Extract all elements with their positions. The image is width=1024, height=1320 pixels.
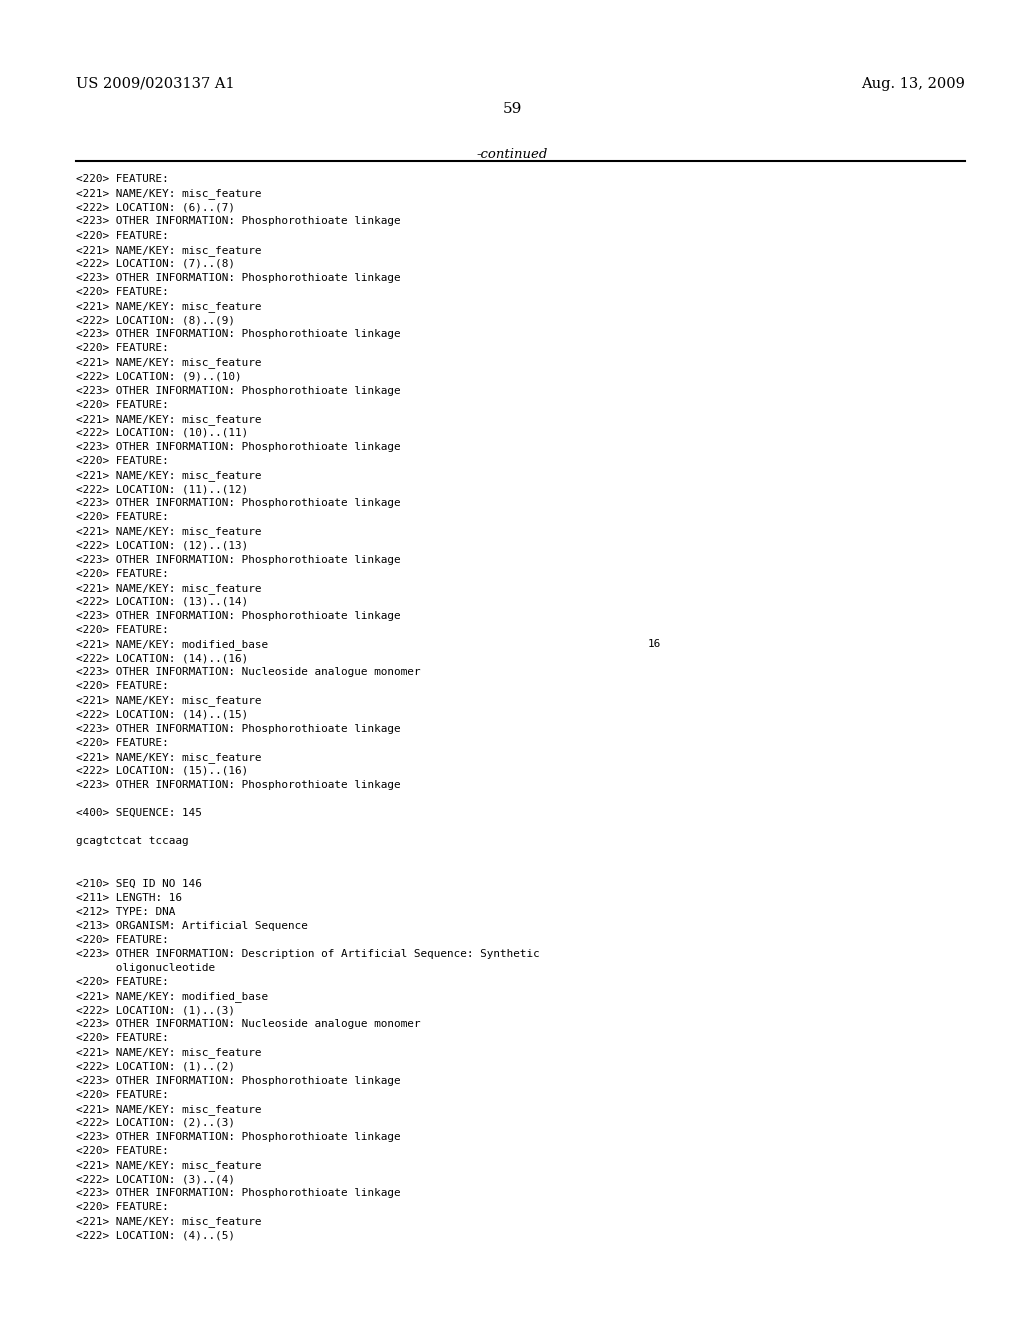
Text: <222> LOCATION: (14)..(16): <222> LOCATION: (14)..(16): [76, 653, 248, 663]
Text: <220> FEATURE:: <220> FEATURE:: [76, 1146, 169, 1156]
Text: <223> OTHER INFORMATION: Nucleoside analogue monomer: <223> OTHER INFORMATION: Nucleoside anal…: [76, 667, 421, 677]
Text: <221> NAME/KEY: misc_feature: <221> NAME/KEY: misc_feature: [76, 582, 261, 594]
Text: <221> NAME/KEY: misc_feature: <221> NAME/KEY: misc_feature: [76, 696, 261, 706]
Text: <222> LOCATION: (12)..(13): <222> LOCATION: (12)..(13): [76, 540, 248, 550]
Text: <220> FEATURE:: <220> FEATURE:: [76, 1203, 169, 1212]
Text: <220> FEATURE:: <220> FEATURE:: [76, 977, 169, 987]
Text: <220> FEATURE:: <220> FEATURE:: [76, 286, 169, 297]
Text: <221> NAME/KEY: misc_feature: <221> NAME/KEY: misc_feature: [76, 527, 261, 537]
Text: <211> LENGTH: 16: <211> LENGTH: 16: [76, 892, 182, 903]
Text: <222> LOCATION: (11)..(12): <222> LOCATION: (11)..(12): [76, 484, 248, 494]
Text: <220> FEATURE:: <220> FEATURE:: [76, 1034, 169, 1043]
Text: <221> NAME/KEY: misc_feature: <221> NAME/KEY: misc_feature: [76, 1217, 261, 1228]
Text: gcagtctcat tccaag: gcagtctcat tccaag: [76, 836, 188, 846]
Text: US 2009/0203137 A1: US 2009/0203137 A1: [76, 77, 234, 91]
Text: <222> LOCATION: (7)..(8): <222> LOCATION: (7)..(8): [76, 259, 234, 269]
Text: <221> NAME/KEY: misc_feature: <221> NAME/KEY: misc_feature: [76, 189, 261, 199]
Text: <223> OTHER INFORMATION: Phosphorothioate linkage: <223> OTHER INFORMATION: Phosphorothioat…: [76, 780, 400, 789]
Text: <221> NAME/KEY: modified_base: <221> NAME/KEY: modified_base: [76, 991, 268, 1002]
Text: <222> LOCATION: (15)..(16): <222> LOCATION: (15)..(16): [76, 766, 248, 776]
Text: <221> NAME/KEY: modified_base: <221> NAME/KEY: modified_base: [76, 639, 268, 649]
Text: <220> FEATURE:: <220> FEATURE:: [76, 400, 169, 409]
Text: <222> LOCATION: (2)..(3): <222> LOCATION: (2)..(3): [76, 1118, 234, 1127]
Text: <220> FEATURE:: <220> FEATURE:: [76, 512, 169, 523]
Text: <220> FEATURE:: <220> FEATURE:: [76, 343, 169, 354]
Text: <223> OTHER INFORMATION: Phosphorothioate linkage: <223> OTHER INFORMATION: Phosphorothioat…: [76, 273, 400, 282]
Text: <220> FEATURE:: <220> FEATURE:: [76, 1090, 169, 1100]
Text: <223> OTHER INFORMATION: Phosphorothioate linkage: <223> OTHER INFORMATION: Phosphorothioat…: [76, 611, 400, 620]
Text: <222> LOCATION: (13)..(14): <222> LOCATION: (13)..(14): [76, 597, 248, 607]
Text: <220> FEATURE:: <220> FEATURE:: [76, 569, 169, 578]
Text: <222> LOCATION: (9)..(10): <222> LOCATION: (9)..(10): [76, 371, 242, 381]
Text: <220> FEATURE:: <220> FEATURE:: [76, 174, 169, 185]
Text: <222> LOCATION: (6)..(7): <222> LOCATION: (6)..(7): [76, 202, 234, 213]
Text: oligonucleotide: oligonucleotide: [76, 964, 215, 973]
Text: <223> OTHER INFORMATION: Phosphorothioate linkage: <223> OTHER INFORMATION: Phosphorothioat…: [76, 723, 400, 734]
Text: 16: 16: [647, 639, 660, 649]
Text: <223> OTHER INFORMATION: Nucleoside analogue monomer: <223> OTHER INFORMATION: Nucleoside anal…: [76, 1019, 421, 1030]
Text: <221> NAME/KEY: misc_feature: <221> NAME/KEY: misc_feature: [76, 413, 261, 425]
Text: <222> LOCATION: (14)..(15): <222> LOCATION: (14)..(15): [76, 709, 248, 719]
Text: <223> OTHER INFORMATION: Phosphorothioate linkage: <223> OTHER INFORMATION: Phosphorothioat…: [76, 554, 400, 565]
Text: 59: 59: [503, 102, 521, 116]
Text: <222> LOCATION: (1)..(2): <222> LOCATION: (1)..(2): [76, 1061, 234, 1072]
Text: <210> SEQ ID NO 146: <210> SEQ ID NO 146: [76, 879, 202, 888]
Text: <223> OTHER INFORMATION: Phosphorothioate linkage: <223> OTHER INFORMATION: Phosphorothioat…: [76, 498, 400, 508]
Text: <221> NAME/KEY: misc_feature: <221> NAME/KEY: misc_feature: [76, 751, 261, 763]
Text: <223> OTHER INFORMATION: Phosphorothioate linkage: <223> OTHER INFORMATION: Phosphorothioat…: [76, 216, 400, 227]
Text: <220> FEATURE:: <220> FEATURE:: [76, 231, 169, 240]
Text: <223> OTHER INFORMATION: Description of Artificial Sequence: Synthetic: <223> OTHER INFORMATION: Description of …: [76, 949, 540, 958]
Text: <221> NAME/KEY: misc_feature: <221> NAME/KEY: misc_feature: [76, 470, 261, 480]
Text: <220> FEATURE:: <220> FEATURE:: [76, 455, 169, 466]
Text: <222> LOCATION: (8)..(9): <222> LOCATION: (8)..(9): [76, 315, 234, 325]
Text: <223> OTHER INFORMATION: Phosphorothioate linkage: <223> OTHER INFORMATION: Phosphorothioat…: [76, 1076, 400, 1085]
Text: <223> OTHER INFORMATION: Phosphorothioate linkage: <223> OTHER INFORMATION: Phosphorothioat…: [76, 329, 400, 339]
Text: <222> LOCATION: (3)..(4): <222> LOCATION: (3)..(4): [76, 1175, 234, 1184]
Text: <223> OTHER INFORMATION: Phosphorothioate linkage: <223> OTHER INFORMATION: Phosphorothioat…: [76, 442, 400, 451]
Text: <220> FEATURE:: <220> FEATURE:: [76, 935, 169, 945]
Text: <213> ORGANISM: Artificial Sequence: <213> ORGANISM: Artificial Sequence: [76, 921, 308, 931]
Text: <221> NAME/KEY: misc_feature: <221> NAME/KEY: misc_feature: [76, 301, 261, 312]
Text: <223> OTHER INFORMATION: Phosphorothioate linkage: <223> OTHER INFORMATION: Phosphorothioat…: [76, 385, 400, 396]
Text: -continued: -continued: [476, 148, 548, 161]
Text: <222> LOCATION: (4)..(5): <222> LOCATION: (4)..(5): [76, 1230, 234, 1241]
Text: <220> FEATURE:: <220> FEATURE:: [76, 624, 169, 635]
Text: <223> OTHER INFORMATION: Phosphorothioate linkage: <223> OTHER INFORMATION: Phosphorothioat…: [76, 1188, 400, 1199]
Text: <221> NAME/KEY: misc_feature: <221> NAME/KEY: misc_feature: [76, 244, 261, 256]
Text: <221> NAME/KEY: misc_feature: <221> NAME/KEY: misc_feature: [76, 358, 261, 368]
Text: <221> NAME/KEY: misc_feature: <221> NAME/KEY: misc_feature: [76, 1160, 261, 1171]
Text: <221> NAME/KEY: misc_feature: <221> NAME/KEY: misc_feature: [76, 1048, 261, 1059]
Text: <400> SEQUENCE: 145: <400> SEQUENCE: 145: [76, 808, 202, 818]
Text: <220> FEATURE:: <220> FEATURE:: [76, 681, 169, 692]
Text: <222> LOCATION: (1)..(3): <222> LOCATION: (1)..(3): [76, 1006, 234, 1015]
Text: Aug. 13, 2009: Aug. 13, 2009: [861, 77, 965, 91]
Text: <223> OTHER INFORMATION: Phosphorothioate linkage: <223> OTHER INFORMATION: Phosphorothioat…: [76, 1133, 400, 1142]
Text: <220> FEATURE:: <220> FEATURE:: [76, 738, 169, 747]
Text: <212> TYPE: DNA: <212> TYPE: DNA: [76, 907, 175, 916]
Text: <222> LOCATION: (10)..(11): <222> LOCATION: (10)..(11): [76, 428, 248, 438]
Text: <221> NAME/KEY: misc_feature: <221> NAME/KEY: misc_feature: [76, 1104, 261, 1114]
